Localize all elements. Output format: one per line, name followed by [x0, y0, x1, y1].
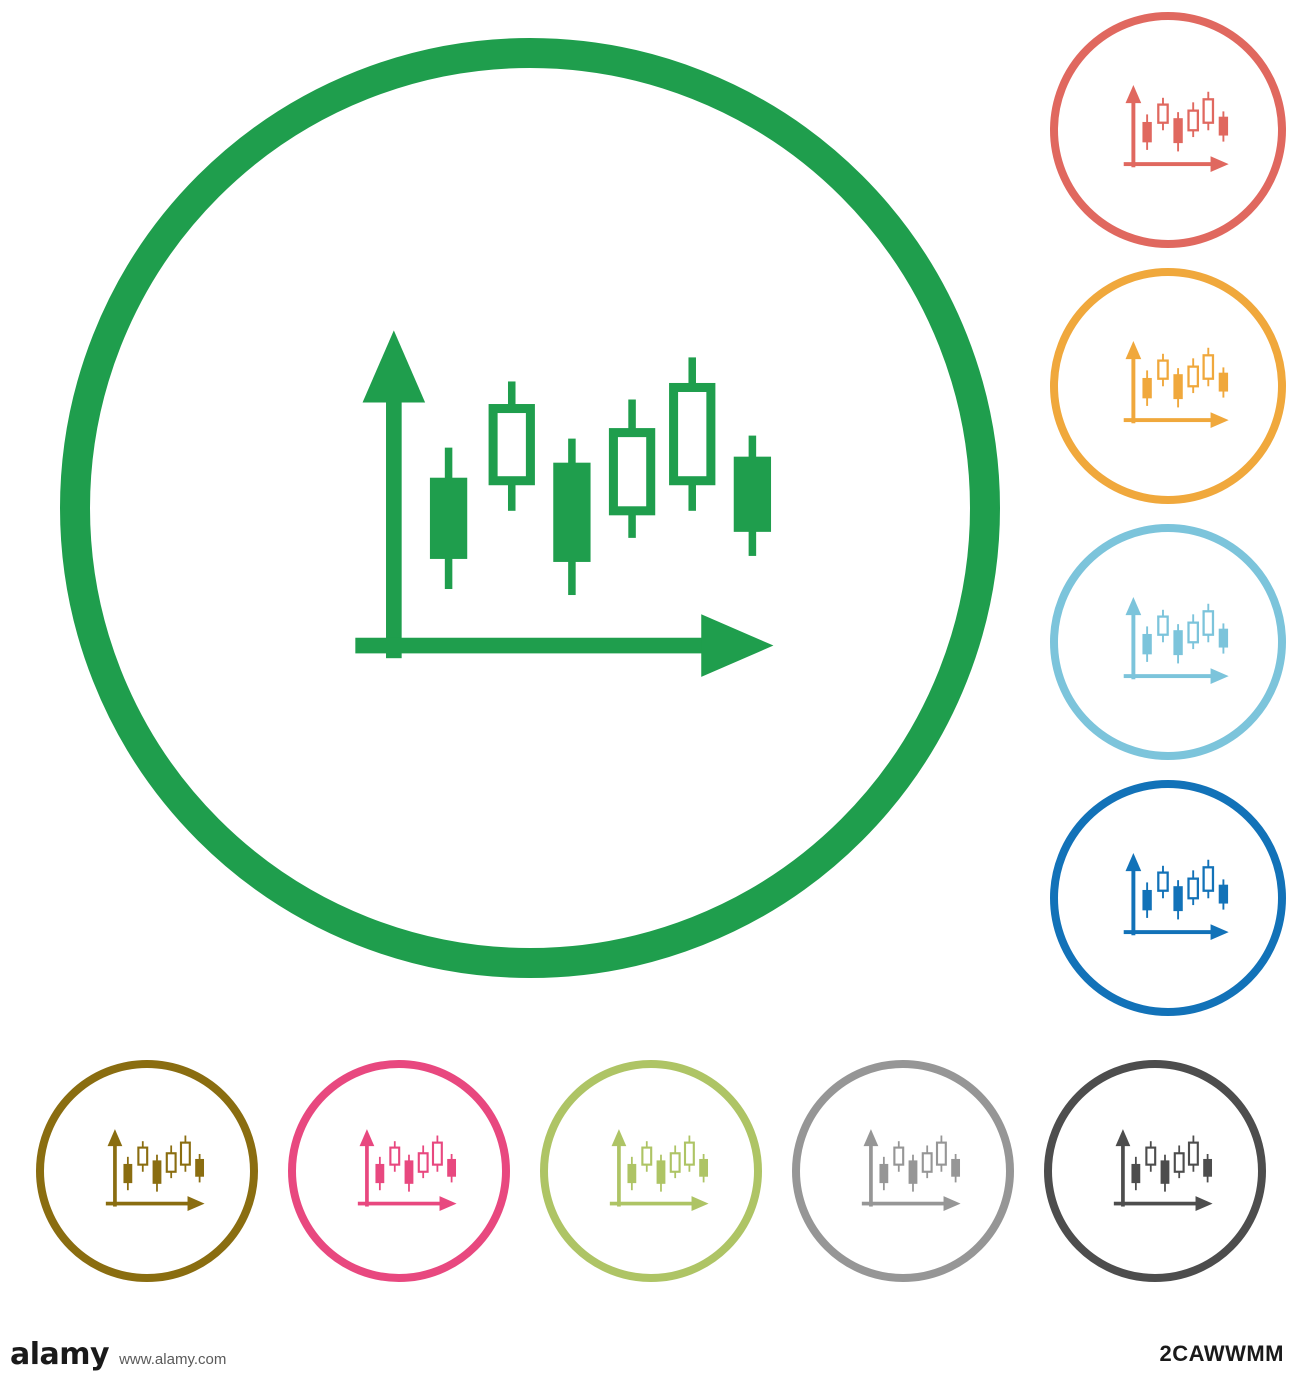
candlestick-chart-icon-olive[interactable] — [36, 1060, 258, 1282]
candlestick-chart-glyph — [1092, 54, 1243, 205]
icon-outline-ring — [1050, 780, 1286, 1016]
candlestick-chart-icon-gray[interactable] — [792, 1060, 1014, 1282]
candlestick-chart-glyph — [229, 207, 831, 809]
candlestick-chart-glyph — [832, 1100, 974, 1242]
candlestick-chart-icon-light-blue[interactable] — [1050, 524, 1286, 760]
icon-outline-ring — [36, 1060, 258, 1282]
candlestick-chart-icon-pink[interactable] — [288, 1060, 510, 1282]
candlestick-chart-icon-red[interactable] — [1050, 12, 1286, 248]
candlestick-chart-glyph — [1092, 310, 1243, 461]
candlestick-chart-glyph — [328, 1100, 470, 1242]
candlestick-chart-glyph — [1092, 822, 1243, 973]
candlestick-chart-icon-dark-gray[interactable] — [1044, 1060, 1266, 1282]
candlestick-chart-icon-orange[interactable] — [1050, 268, 1286, 504]
candlestick-chart-icon-light-green[interactable] — [540, 1060, 762, 1282]
icon-outline-ring — [288, 1060, 510, 1282]
icon-outline-ring — [1050, 268, 1286, 504]
candlestick-chart-icon-blue[interactable] — [1050, 780, 1286, 1016]
icon-outline-ring — [1050, 12, 1286, 248]
candlestick-chart-glyph — [1092, 566, 1243, 717]
candlestick-chart-glyph — [580, 1100, 722, 1242]
icon-outline-ring — [1050, 524, 1286, 760]
alamy-logo: alamy — [10, 1336, 110, 1372]
candlestick-chart-glyph — [76, 1100, 218, 1242]
candlestick-chart-icon-green[interactable] — [60, 38, 1000, 978]
icon-outline-ring — [540, 1060, 762, 1282]
icon-outline-ring — [1044, 1060, 1266, 1282]
icon-outline-ring — [792, 1060, 1014, 1282]
alamy-watermark-bar: alamy www.alamy.com 2CAWWMM — [0, 1318, 1300, 1390]
alamy-branding: alamy www.alamy.com — [10, 1337, 226, 1372]
alamy-url: www.alamy.com — [119, 1350, 227, 1368]
candlestick-chart-glyph — [1084, 1100, 1226, 1242]
alamy-image-id: 2CAWWMM — [1159, 1341, 1284, 1366]
